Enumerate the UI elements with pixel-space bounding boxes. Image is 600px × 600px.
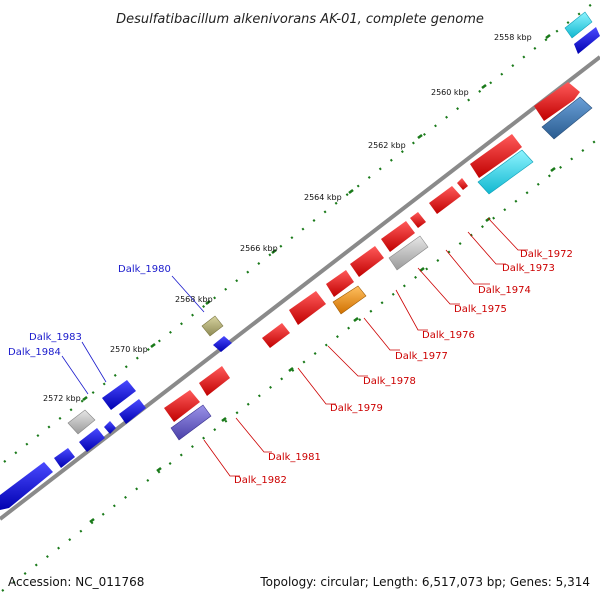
map-title: Desulfatibacillum alkenivorans AK-01, co…: [116, 12, 484, 27]
gene-label-dalk-1975: Dalk_1975: [454, 304, 507, 315]
gene-feature-blue: [0, 462, 53, 510]
scale-label: 2562 kbp: [368, 141, 406, 150]
accession-text: Accession: NC_011768: [8, 575, 144, 589]
gene-feature-red: [410, 212, 426, 228]
gene-feature-red: [289, 291, 326, 325]
gene-feature-blue: [102, 380, 136, 410]
gene-feature-cyan: [477, 149, 534, 195]
gene-label-dalk-1980: Dalk_1980: [118, 264, 171, 275]
scale-label: 2566 kbp: [240, 244, 278, 253]
gene-feature-blue: [213, 336, 232, 352]
gene-feature-red: [262, 323, 290, 348]
gene-feature-red: [381, 221, 415, 252]
gene-feature-violet: [170, 404, 212, 441]
gene-feature-red: [534, 82, 580, 121]
gene-feature-grey: [388, 235, 429, 271]
gene-label-dalk-1973: Dalk_1973: [502, 263, 555, 274]
gene-label-dalk-1978: Dalk_1978: [363, 376, 416, 387]
inner-tick-track: [1, 138, 599, 592]
gene-label-dalk-1983: Dalk_1983: [29, 332, 82, 343]
gene-feature-red: [470, 134, 522, 178]
gene-feature-blue: [119, 399, 146, 424]
gene-feature-red: [326, 270, 354, 297]
gene-label-dalk-1976: Dalk_1976: [422, 330, 475, 341]
genome-summary-text: Topology: circular; Length: 6,517,073 bp…: [259, 575, 590, 589]
scale-label: 2570 kbp: [110, 345, 148, 354]
gene-feature-olive: [201, 315, 224, 337]
gene-feature-red: [429, 186, 461, 214]
scale-label: 2564 kbp: [304, 193, 342, 202]
gene-feature-red: [457, 178, 468, 190]
gene-label-dalk-1974: Dalk_1974: [478, 285, 531, 296]
gene-label-dalk-1972: Dalk_1972: [520, 249, 573, 260]
outer-tick-track: [3, 0, 598, 463]
forward-gene-labels: Dalk_1980 Dalk_1983 Dalk_1984: [8, 264, 205, 395]
gene-feature-blue: [54, 448, 75, 468]
scale-label: 2558 kbp: [494, 33, 532, 42]
gene-feature-steel: [541, 96, 593, 140]
forward-features: [0, 11, 600, 510]
gene-feature-blue: [574, 27, 600, 54]
inner-major-ticks: [89, 166, 556, 524]
gene-label-dalk-1977: Dalk_1977: [395, 351, 448, 362]
gene-feature-cyan: [564, 11, 593, 39]
gene-feature-blue: [104, 421, 116, 434]
gene-feature-blue: [79, 428, 105, 452]
gene-feature-red: [164, 390, 200, 422]
scale-label: 2560 kbp: [431, 88, 469, 97]
reverse-features: [164, 82, 593, 441]
genome-backbone: [0, 55, 600, 521]
major-ticks: [82, 33, 551, 402]
gene-feature-grey: [67, 409, 96, 435]
gene-label-dalk-1982: Dalk_1982: [234, 475, 287, 486]
gene-label-dalk-1984: Dalk_1984: [8, 347, 61, 358]
reverse-gene-labels: [203, 217, 528, 477]
gene-label-dalk-1981: Dalk_1981: [268, 452, 321, 463]
gene-label-dalk-1979: Dalk_1979: [330, 403, 383, 414]
gene-feature-orange: [332, 285, 367, 315]
reverse-gene-label-text: Dalk_1972 Dalk_1973 Dalk_1974 Dalk_1975 …: [234, 249, 573, 486]
gene-feature-red: [199, 366, 230, 396]
gene-feature-red: [350, 246, 384, 277]
scale-label: 2572 kbp: [43, 394, 81, 403]
scale-label: 2568 kbp: [175, 295, 213, 304]
